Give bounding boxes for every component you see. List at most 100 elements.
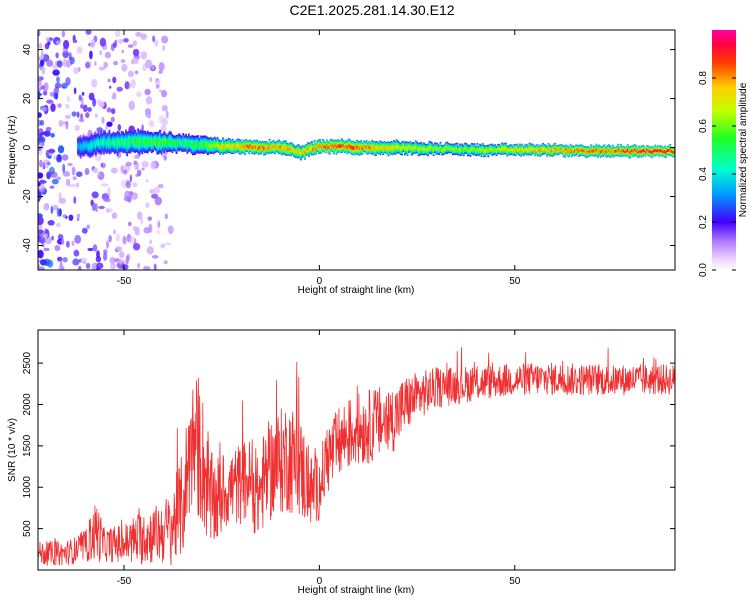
ridge-cell: [550, 149, 553, 153]
noise-blob: [57, 234, 64, 240]
noise-blob: [163, 260, 168, 265]
noise-blob: [38, 172, 44, 179]
ridge-cell: [360, 145, 362, 150]
ridge-cell: [257, 146, 260, 151]
noise-blob: [38, 234, 41, 242]
noise-blob: [132, 243, 141, 251]
noise-blob: [122, 235, 127, 245]
ridge-cell: [384, 146, 387, 150]
ridge-cell: [216, 142, 219, 147]
noise-blob: [167, 225, 174, 234]
noise-blob: [164, 213, 168, 220]
noise-blob: [109, 256, 116, 265]
ridge-cell: [157, 139, 160, 147]
ridge-cell: [295, 149, 298, 154]
ridge-cell: [279, 145, 282, 150]
noise-blob: [47, 155, 52, 159]
ridge-cell: [280, 147, 283, 151]
noise-blob: [81, 227, 88, 234]
ridge-cell: [194, 142, 197, 148]
ridge-cell: [498, 147, 501, 151]
noise-blob: [135, 173, 139, 177]
noise-blob: [72, 176, 77, 181]
ridge-cell: [335, 145, 338, 150]
noise-blob: [165, 110, 169, 119]
noise-blob: [125, 161, 132, 167]
ridge-cell: [339, 144, 342, 149]
ridge-cell: [596, 149, 599, 154]
ridge-cell: [187, 140, 190, 146]
noise-blob: [56, 60, 63, 68]
snr-marks: [38, 347, 675, 566]
ridge-cell: [637, 150, 640, 154]
ridge-cell: [358, 146, 361, 151]
noise-blob: [117, 124, 122, 131]
ridge-cell: [557, 148, 559, 152]
noise-blob: [155, 83, 160, 89]
y-tick-label: -20: [22, 189, 33, 204]
figure-title: C2E1.2025.281.14.30.E12: [289, 2, 454, 18]
ridge-cell: [387, 146, 390, 151]
noise-blob: [165, 242, 172, 246]
ridge-cell: [445, 146, 447, 150]
noise-blob: [92, 167, 99, 174]
noise-blob: [88, 92, 95, 101]
ridge-cell: [371, 145, 373, 150]
noise-blob: [39, 159, 43, 168]
noise-blob: [44, 233, 48, 239]
noise-blob: [145, 96, 153, 105]
ridge-cell: [432, 148, 435, 152]
ridge-cell: [532, 147, 535, 151]
x-tick-label: 50: [509, 276, 521, 287]
ridge-cell: [544, 148, 547, 151]
noise-blob: [94, 113, 99, 118]
noise-blob: [94, 61, 97, 66]
noise-blob: [57, 103, 62, 108]
ridge-cell: [528, 147, 531, 151]
ridge-cell: [207, 143, 209, 149]
ridge-cell: [585, 150, 588, 154]
ridge-cell: [416, 145, 419, 150]
ridge-cell: [242, 144, 245, 149]
ridge-cell: [466, 148, 469, 152]
ridge-cell: [636, 151, 639, 154]
ridge-cell: [460, 148, 462, 152]
ridge-cell: [109, 140, 112, 147]
ridge-cell: [89, 143, 92, 150]
ridge-cell: [595, 148, 598, 152]
ridge-cell: [461, 147, 464, 151]
ridge-cell: [439, 146, 442, 150]
ridge-cell: [383, 145, 386, 149]
ridge-cell: [603, 148, 606, 152]
ridge-cell: [514, 148, 517, 152]
noise-blob: [56, 76, 60, 83]
noise-blob: [85, 30, 92, 35]
noise-blob: [46, 161, 51, 166]
ridge-cell: [673, 151, 675, 154]
noise-blob: [134, 226, 140, 236]
noise-blob: [91, 202, 97, 212]
ridge-cell: [171, 140, 174, 147]
noise-blob: [110, 116, 115, 123]
ridge-cell: [472, 147, 475, 152]
ridge-cell: [126, 140, 129, 148]
noise-blob: [71, 111, 77, 117]
noise-blob: [117, 258, 124, 265]
ridge-cell: [101, 139, 104, 145]
ridge-cell: [321, 143, 324, 147]
ridge-cell: [378, 146, 380, 150]
ridge-cell: [614, 150, 617, 153]
ridge-cell: [93, 140, 96, 147]
noise-blob: [72, 39, 78, 43]
noise-blob: [56, 207, 60, 217]
noise-blob: [64, 103, 70, 110]
ridge-cell: [245, 143, 248, 148]
noise-blob: [124, 81, 131, 90]
noise-blob: [106, 121, 113, 127]
ridge-cell: [657, 149, 659, 152]
ridge-cell: [659, 148, 662, 152]
ridge-cell: [434, 146, 436, 150]
noise-blob: [111, 108, 116, 115]
ridge-cell: [495, 149, 498, 153]
ridge-cell: [610, 151, 613, 154]
